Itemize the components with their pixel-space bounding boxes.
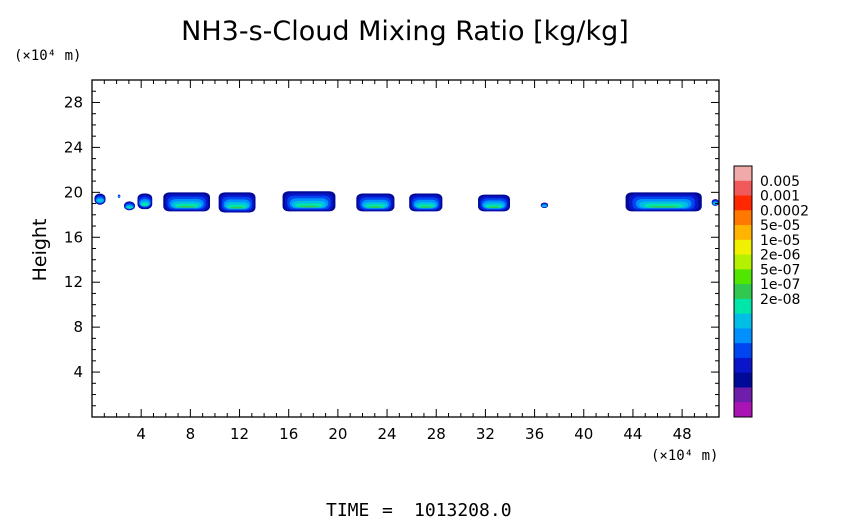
colorbar-swatch (734, 402, 752, 418)
cloud-band (419, 206, 432, 208)
colorbar-swatch (734, 225, 752, 241)
colorbar-swatch (734, 195, 752, 211)
cloud-band (368, 206, 383, 208)
colorbar-label: 5e-07 (760, 262, 800, 278)
cloud-layer (94, 191, 719, 213)
y-tick-label: 24 (64, 138, 83, 156)
colorbar-label: 0.001 (760, 189, 800, 205)
x-tick-label: 48 (673, 425, 692, 443)
colorbar-swatch (734, 269, 752, 285)
y-tick-label: 28 (64, 93, 83, 111)
colorbar-label: 2e-08 (760, 292, 800, 308)
cloud-band (96, 198, 104, 203)
y-tick-label: 20 (64, 183, 83, 201)
colorbar-label: 0.005 (760, 174, 800, 190)
y-unit-label: (×10⁴ m) (14, 48, 81, 64)
plot-frame (91, 79, 720, 418)
colorbar-swatch (734, 387, 752, 403)
colorbar-swatch (734, 357, 752, 374)
cloud-0 (94, 193, 106, 205)
x-tick-label: 40 (574, 425, 593, 443)
colorbar-swatch (734, 298, 752, 315)
colorbar-border (733, 165, 753, 418)
cloud-6 (282, 191, 336, 212)
y-tick-label: 12 (64, 273, 83, 291)
cloud-4 (163, 192, 211, 212)
y-tick-label: 16 (64, 228, 83, 246)
cloud-8 (409, 193, 443, 212)
colorbar-label: 5e-05 (760, 218, 800, 234)
colorbar-swatch (734, 284, 752, 300)
cloud-9 (478, 194, 510, 212)
time-value: 1013208.0 (414, 500, 512, 519)
colorbar-label: 0.0002 (760, 203, 809, 219)
x-tick-label: 32 (476, 425, 495, 443)
colorbar-label: 1e-07 (760, 277, 800, 293)
time-label: TIME (326, 500, 369, 519)
colorbar-swatch (734, 328, 752, 344)
colorbar-label: 2e-06 (760, 248, 800, 264)
time-readout: TIME = 1013208.0 (326, 500, 512, 519)
colorbar-swatch (734, 166, 752, 182)
colorbar-label: 1e-05 (760, 233, 800, 249)
cloud-band (230, 206, 244, 209)
cloud-10 (540, 202, 549, 209)
x-tick-label: 4 (136, 425, 146, 443)
x-tick-label: 36 (525, 425, 544, 443)
cloud-2 (123, 201, 136, 211)
y-tick-label: 8 (73, 318, 83, 336)
x-tick-label: 20 (328, 425, 347, 443)
plot-border (91, 79, 720, 418)
colorbar-swatch (734, 343, 752, 359)
colorbar-swatch (734, 210, 752, 226)
cloud-band (118, 196, 120, 198)
cloud-7 (356, 193, 395, 212)
cloud-band (141, 202, 149, 207)
colorbar-swatch (734, 372, 752, 388)
x-tick-label: 16 (279, 425, 298, 443)
cloud-1 (117, 194, 121, 198)
x-unit-label: (×10⁴ m) (651, 448, 718, 464)
colorbar-swatch (734, 313, 752, 329)
colorbar-swatch (734, 254, 752, 270)
cloud-band (542, 205, 547, 208)
x-tick-label: 24 (378, 425, 397, 443)
y-axis-label: Height (29, 219, 51, 282)
cloud-band (299, 205, 319, 208)
cloud-band (488, 206, 500, 209)
x-tick-label: 44 (623, 425, 642, 443)
colorbar: 0.0050.0010.00025e-051e-052e-065e-071e-0… (733, 165, 809, 418)
cloud-band (126, 206, 133, 209)
x-tick-label: 28 (427, 425, 446, 443)
cloud-5 (218, 192, 256, 213)
cloud-12 (711, 199, 719, 206)
chart-title: NH3-s-Cloud Mixing Ratio [kg/kg] (181, 16, 629, 47)
colorbar-swatch (734, 239, 752, 255)
time-separator: = (382, 500, 393, 519)
cloud-11 (625, 192, 702, 212)
colorbar-swatch (734, 180, 752, 196)
y-tick-label: 4 (73, 363, 83, 381)
cloud-band (649, 206, 678, 208)
x-tick-label: 8 (186, 425, 196, 443)
cloud-3 (137, 193, 153, 210)
x-tick-label: 12 (230, 425, 249, 443)
cloud-band (178, 206, 196, 208)
